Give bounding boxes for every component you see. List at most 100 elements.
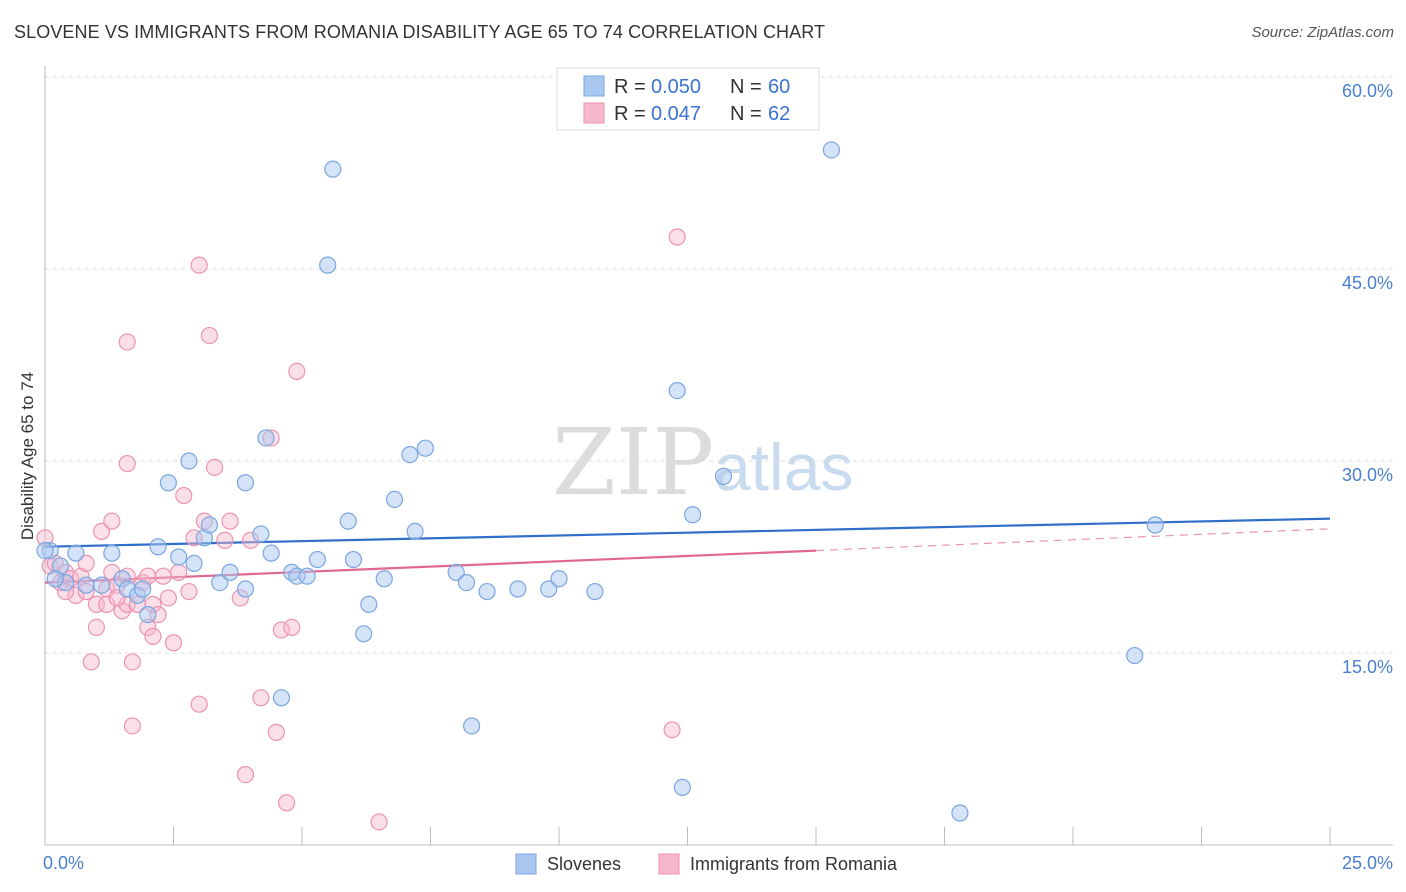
legend-n-label-1: N = xyxy=(730,76,762,98)
legend-n-value-1: 60 xyxy=(768,76,790,98)
point-romania xyxy=(252,689,270,707)
legend-n-label-2: N = xyxy=(730,103,762,125)
point-slovenes xyxy=(211,573,229,592)
point-slovenes xyxy=(149,538,167,556)
legend-r-label-2: R = xyxy=(614,103,646,125)
point-slovenes xyxy=(822,141,841,159)
point-slovenes xyxy=(262,544,280,562)
point-slovenes xyxy=(463,717,481,735)
point-romania xyxy=(370,813,388,831)
point-slovenes xyxy=(344,550,362,569)
chart-title: SLOVENE VS IMMIGRANTS FROM ROMANIA DISAB… xyxy=(14,22,826,42)
point-slovenes xyxy=(257,429,275,447)
point-romania xyxy=(272,621,291,639)
point-slovenes xyxy=(550,570,568,588)
point-slovenes xyxy=(684,506,702,524)
trend-line-romania xyxy=(44,549,817,584)
point-romania xyxy=(277,794,296,812)
bottom-legend-swatch-slovenes xyxy=(515,853,537,875)
y-axis-title: Disability Age 65 to 74 xyxy=(18,372,37,540)
bottom-legend-label-romania: Immigrants from Romania xyxy=(690,854,898,874)
point-romania xyxy=(200,326,219,345)
point-slovenes xyxy=(272,689,291,707)
legend-n-value-2: 62 xyxy=(768,103,790,125)
point-slovenes xyxy=(134,580,152,598)
legend-box: R = 0.050 N = 60 R = 0.047 N = 62 xyxy=(556,67,820,131)
point-slovenes xyxy=(170,548,188,566)
point-slovenes xyxy=(308,550,327,569)
point-slovenes xyxy=(673,778,691,797)
point-romania xyxy=(159,589,177,607)
point-romania xyxy=(190,695,208,713)
x-tick-label-min: 0.0% xyxy=(43,853,84,873)
point-slovenes xyxy=(385,490,404,508)
point-romania xyxy=(180,582,198,601)
point-romania xyxy=(663,721,681,739)
point-slovenes xyxy=(401,446,419,464)
point-slovenes xyxy=(416,439,434,457)
point-slovenes xyxy=(714,467,733,485)
point-romania xyxy=(118,454,136,473)
series-slovenes-points xyxy=(36,141,1164,822)
point-slovenes xyxy=(406,522,424,541)
y-tick-label-60: 60.0% xyxy=(1342,81,1393,101)
point-slovenes xyxy=(355,625,373,643)
gridlines xyxy=(45,76,1393,654)
point-slovenes xyxy=(180,452,198,470)
point-slovenes xyxy=(540,580,558,598)
point-romania xyxy=(67,586,85,605)
point-romania xyxy=(92,522,111,541)
x-tick-label-max: 25.0% xyxy=(1342,853,1393,873)
axes xyxy=(44,66,1393,846)
point-slovenes xyxy=(457,573,476,592)
point-romania xyxy=(154,567,172,585)
point-slovenes xyxy=(67,544,85,562)
point-slovenes xyxy=(236,580,255,598)
point-slovenes xyxy=(319,256,337,274)
trend-line-romania-extension xyxy=(815,528,1331,552)
y-tick-label-30: 30.0% xyxy=(1342,465,1393,485)
point-romania xyxy=(668,228,686,246)
legend-r-value-2: 0.047 xyxy=(651,103,701,125)
legend-r-value-1: 0.050 xyxy=(651,76,701,98)
bottom-legend: Slovenes Immigrants from Romania xyxy=(515,853,898,875)
legend-swatch-slovenes xyxy=(583,75,605,97)
point-romania xyxy=(164,634,183,652)
point-romania xyxy=(216,531,234,549)
point-romania xyxy=(267,723,285,741)
point-slovenes xyxy=(139,605,157,624)
point-romania xyxy=(206,458,224,476)
point-romania xyxy=(144,627,162,645)
point-slovenes xyxy=(324,160,342,178)
point-slovenes xyxy=(668,382,686,400)
point-slovenes xyxy=(103,544,121,562)
point-romania xyxy=(236,765,255,784)
legend-swatch-romania xyxy=(583,102,605,124)
point-romania xyxy=(288,362,306,380)
bottom-legend-label-slovenes: Slovenes xyxy=(547,854,621,874)
point-slovenes xyxy=(375,570,393,588)
point-slovenes xyxy=(951,804,969,822)
y-tick-label-15: 15.0% xyxy=(1342,657,1393,677)
legend-r-label-1: R = xyxy=(614,76,646,98)
point-slovenes xyxy=(478,582,496,601)
point-slovenes xyxy=(236,474,255,492)
point-slovenes xyxy=(1126,646,1144,665)
watermark-atlas: atlas xyxy=(714,430,853,504)
point-romania xyxy=(175,486,193,505)
series-immigrants-from-romania-points xyxy=(36,228,686,831)
bottom-legend-swatch-romania xyxy=(658,853,680,875)
point-romania xyxy=(77,554,95,573)
point-slovenes xyxy=(298,567,316,585)
point-romania xyxy=(87,618,106,637)
point-slovenes xyxy=(509,580,527,598)
y-tick-labels: 15.0% 30.0% 45.0% 60.0% xyxy=(1342,81,1393,677)
point-romania xyxy=(170,563,188,581)
point-slovenes xyxy=(1146,516,1164,534)
point-slovenes xyxy=(77,576,95,594)
point-slovenes xyxy=(447,563,465,581)
point-slovenes xyxy=(159,474,177,492)
y-tick-label-45: 45.0% xyxy=(1342,273,1393,293)
point-romania xyxy=(190,256,208,274)
